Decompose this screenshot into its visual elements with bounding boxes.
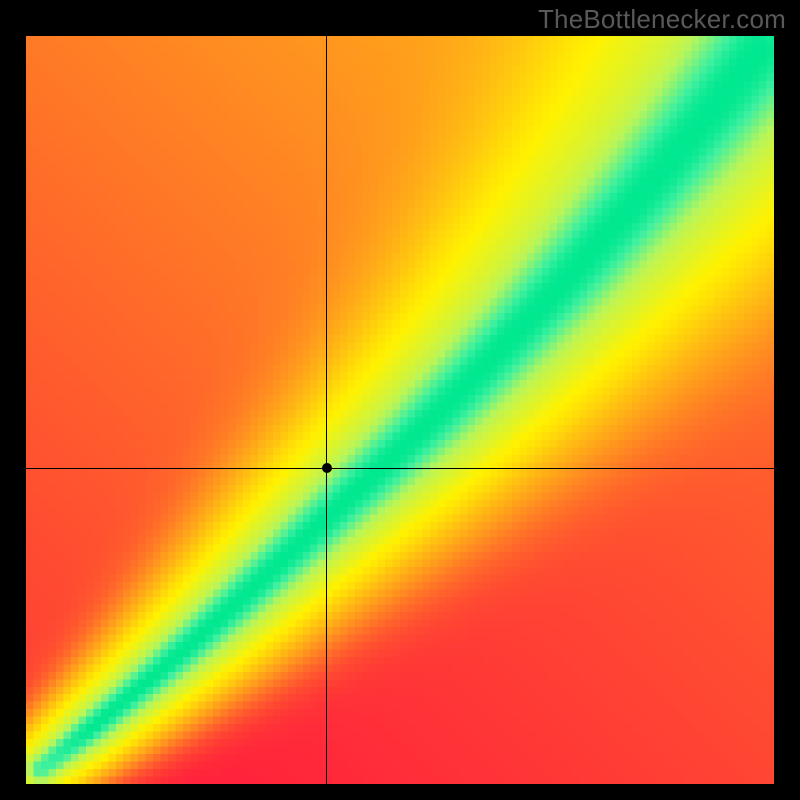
bottleneck-heatmap	[26, 36, 774, 784]
crosshair-dot	[322, 463, 332, 473]
watermark-text: TheBottlenecker.com	[538, 4, 786, 35]
chart-container: TheBottlenecker.com	[0, 0, 800, 800]
crosshair-horizontal	[26, 468, 774, 469]
crosshair-vertical	[326, 36, 327, 784]
